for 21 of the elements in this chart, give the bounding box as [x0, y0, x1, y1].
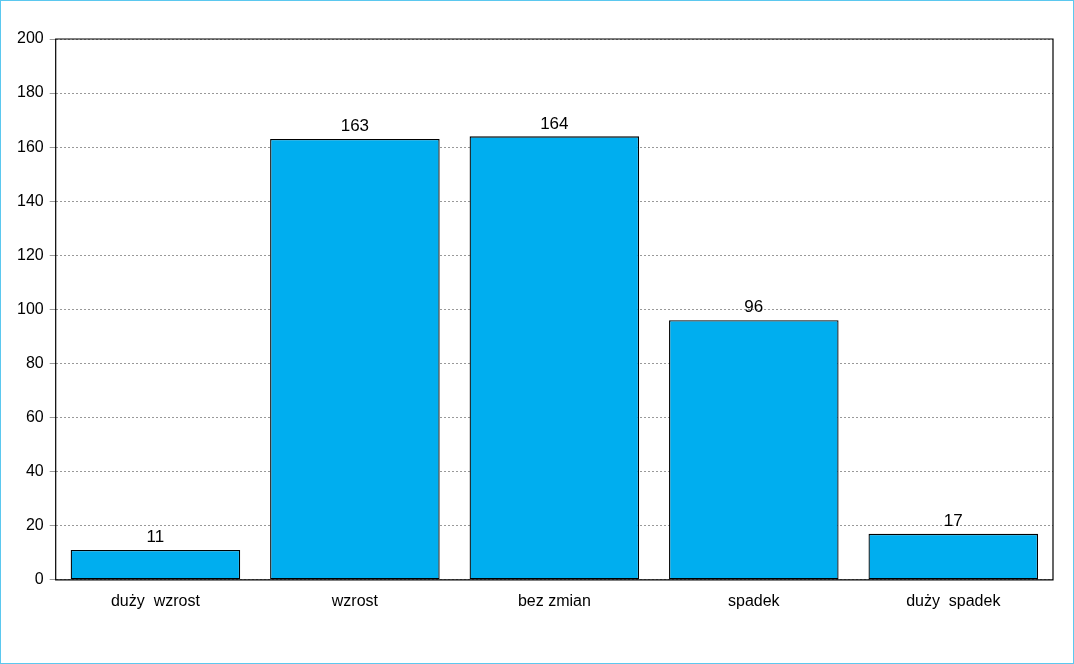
x-tick-label: spadek [728, 591, 781, 609]
y-tick-label: 140 [16, 191, 44, 209]
data-label: 96 [744, 297, 764, 317]
data-label: 17 [943, 511, 963, 531]
y-tick-label: 160 [16, 137, 44, 155]
y-tick-label: 60 [25, 407, 44, 425]
x-tick-label: duży spadek [906, 591, 1002, 609]
y-tick-label: 120 [16, 245, 44, 263]
x-tick-label: bez zmian [517, 591, 591, 609]
y-tick-label: 200 [16, 29, 44, 47]
data-label: 164 [540, 113, 569, 133]
y-tick-label: 40 [25, 462, 44, 480]
y-tick-label: 0 [34, 570, 44, 588]
y-tick-label: 100 [16, 299, 44, 317]
x-tick-label: duży wzrost [110, 591, 201, 609]
y-tick-label: 80 [25, 353, 44, 371]
y-tick-label: 180 [16, 83, 44, 101]
data-label: 11 [146, 527, 165, 547]
y-tick-label: 20 [25, 516, 44, 534]
x-tick-label: wzrost [330, 591, 379, 609]
data-label: 163 [340, 116, 370, 136]
